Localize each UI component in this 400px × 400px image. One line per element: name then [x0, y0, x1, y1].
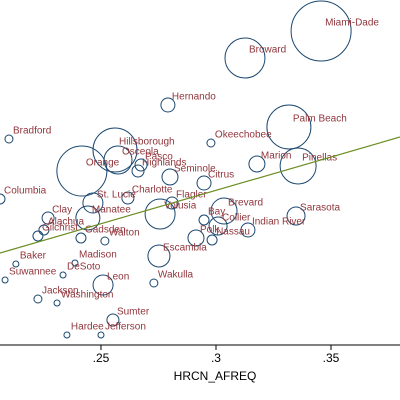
point-label: Orange [86, 158, 120, 169]
bubble [187, 229, 205, 247]
bubble [106, 313, 120, 327]
bubble [248, 155, 266, 173]
point-label: Bay [208, 207, 225, 218]
point-label: Wakulla [158, 270, 194, 281]
point-label: Flagler [176, 190, 207, 201]
bubble [4, 134, 14, 144]
bubble [290, 0, 352, 62]
bubble [266, 104, 312, 150]
point-label: Volusia [164, 201, 197, 212]
bubble [97, 331, 105, 339]
bubble [160, 97, 176, 113]
point-label: Sarasota [300, 203, 340, 214]
bubble [286, 206, 306, 226]
point-label: Polk [200, 225, 220, 236]
point-label: Baker [20, 251, 47, 262]
point-label: Madison [79, 250, 117, 261]
bubble [131, 164, 145, 178]
point-label: Seminole [174, 164, 216, 175]
fit-line [0, 136, 400, 254]
point-label: Indian River [252, 217, 306, 228]
bubble [92, 274, 114, 296]
point-label: DeSoto [67, 262, 101, 273]
point-label: Citrus [208, 170, 234, 181]
point-label: Nassau [216, 227, 250, 238]
point-label: Alachua [48, 217, 85, 228]
point-label: Suwannee [9, 267, 57, 278]
point-label: Escambia [163, 243, 207, 254]
point-label: Pinellas [302, 153, 337, 164]
point-label: Jefferson [105, 322, 146, 333]
point-label: Leon [107, 272, 129, 283]
bubble [196, 175, 212, 191]
bubble [144, 198, 176, 230]
bubble [198, 214, 210, 226]
point-label: Charlotte [132, 185, 173, 196]
bubble [103, 145, 133, 175]
x-axis-title: HRCN_AFREQ [174, 369, 257, 383]
bubble [134, 158, 148, 172]
bubble [33, 294, 43, 304]
bubble [240, 222, 256, 238]
bubble [92, 127, 138, 173]
bubble [75, 205, 101, 231]
point-label: Hillsborough [119, 137, 175, 148]
bubble [41, 211, 55, 225]
bubble [210, 197, 238, 225]
bubble [279, 147, 317, 185]
bubble [161, 168, 179, 186]
point-label: St. Lucie [97, 190, 136, 201]
bubble [1, 276, 9, 284]
x-tick-label: .3 [211, 351, 221, 365]
bubble [206, 234, 218, 246]
point-label: Palm Beach [293, 114, 347, 125]
bubble [75, 232, 87, 244]
bubble [56, 145, 108, 197]
point-label: Highlands [142, 158, 186, 169]
point-label: Brevard [228, 198, 263, 209]
point-label: Manatee [92, 205, 131, 216]
x-tick-label: .35 [323, 351, 340, 365]
point-label: Miami-Dade [325, 18, 379, 29]
x-tick-label: .25 [93, 351, 110, 365]
point-label: Columbia [4, 186, 47, 197]
point-label: Hernando [172, 92, 216, 103]
bubble [71, 259, 79, 267]
point-label: Gadsden [85, 225, 126, 236]
bubble [82, 192, 104, 214]
bubble [121, 191, 135, 205]
point-label: Bradford [13, 126, 51, 137]
point-label: Washington [61, 290, 113, 301]
bubble [224, 37, 266, 79]
bubble [12, 260, 20, 268]
bubble [32, 230, 44, 242]
bubble [100, 236, 110, 246]
bubble [149, 278, 159, 288]
bubble [38, 224, 50, 236]
bubble [147, 244, 171, 268]
bubble [208, 216, 228, 236]
bubble [53, 299, 61, 307]
bubble [63, 331, 71, 339]
point-label: Clay [52, 205, 72, 216]
point-label: Marion [261, 151, 292, 162]
bubble [165, 196, 179, 210]
bubble [206, 138, 216, 148]
point-label: Pasco [145, 152, 173, 163]
point-label: Okeechobee [215, 130, 272, 141]
point-label: Hardee [71, 322, 104, 333]
bubble [59, 271, 67, 279]
point-label: Osceola [122, 147, 159, 158]
point-label: Jackson [42, 286, 79, 297]
point-label: Collier [222, 213, 251, 224]
bubble [0, 193, 6, 205]
point-label: Broward [249, 45, 286, 56]
point-label: Walton [109, 228, 140, 239]
point-label: Sumter [117, 307, 150, 318]
point-label: Gilchrist [42, 223, 78, 234]
